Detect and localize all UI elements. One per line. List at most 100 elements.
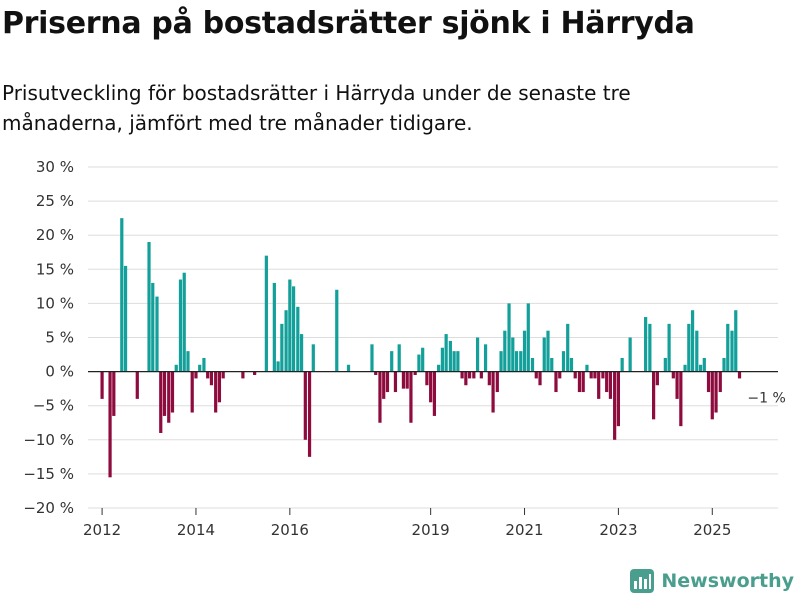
y-tick-label: 0 % <box>45 363 74 381</box>
bar <box>174 364 178 372</box>
bar <box>253 371 257 376</box>
bar <box>198 364 202 372</box>
x-tick-label: 2023 <box>599 521 637 539</box>
bar <box>444 334 448 372</box>
x-tick-label: 2012 <box>83 521 121 539</box>
bar <box>432 371 437 416</box>
bar <box>299 334 304 372</box>
bar <box>303 371 307 440</box>
bar <box>663 357 667 372</box>
bar <box>695 330 699 372</box>
bar <box>100 371 104 399</box>
bar <box>120 218 124 372</box>
bar <box>702 357 706 372</box>
bar <box>608 371 613 399</box>
bar <box>241 371 245 379</box>
bar <box>397 344 401 372</box>
bar <box>734 310 738 372</box>
y-tick-label: 25 % <box>36 192 74 210</box>
bar <box>468 371 472 379</box>
bar <box>573 371 577 379</box>
bar <box>487 371 491 386</box>
bar <box>276 361 280 372</box>
bar <box>730 330 734 372</box>
bar <box>452 351 456 372</box>
bar <box>514 351 519 372</box>
bar <box>726 323 730 372</box>
bar <box>374 371 378 376</box>
bar <box>202 357 206 372</box>
bar <box>569 357 574 372</box>
bar <box>378 371 382 423</box>
bar <box>264 255 268 372</box>
y-tick-label: 20 % <box>36 226 74 244</box>
bar <box>405 371 409 389</box>
bar <box>280 323 284 372</box>
bar <box>706 371 711 393</box>
bar <box>710 371 714 420</box>
bar <box>159 371 163 433</box>
bar <box>491 371 495 413</box>
bar <box>272 282 276 372</box>
bar <box>335 289 339 372</box>
y-tick-label: 5 % <box>45 329 74 347</box>
bar <box>655 371 659 386</box>
bar <box>538 371 542 386</box>
y-tick-label: −15 % <box>23 465 74 483</box>
chart-title: Priserna på bostadsrätter sjönk i Härryd… <box>2 6 695 41</box>
bar <box>542 337 546 372</box>
bar <box>530 357 535 372</box>
bar <box>288 279 292 372</box>
bar <box>460 371 464 379</box>
bar <box>456 351 460 372</box>
bar <box>382 371 386 399</box>
bar <box>162 371 167 416</box>
bar <box>597 371 601 399</box>
bar <box>214 371 218 413</box>
bar <box>448 340 452 372</box>
bar <box>182 272 186 372</box>
bar <box>581 371 585 393</box>
bar <box>714 371 718 413</box>
bar <box>155 296 159 372</box>
bar <box>296 306 300 372</box>
bar <box>108 371 112 478</box>
bar <box>483 344 488 372</box>
bar <box>170 371 175 413</box>
bar <box>546 330 550 372</box>
bar <box>577 371 582 393</box>
bar <box>167 371 171 423</box>
bar <box>385 371 390 393</box>
y-tick-label: −5 % <box>33 397 74 415</box>
bar <box>613 371 617 440</box>
bar <box>425 371 429 386</box>
y-tick-label: −10 % <box>23 431 74 449</box>
bar <box>393 371 398 393</box>
bar <box>675 371 679 399</box>
y-tick-label: −20 % <box>23 499 74 517</box>
x-tick-label: 2025 <box>693 521 731 539</box>
bar <box>652 371 656 420</box>
last-value-annotation: −1 % <box>747 390 785 406</box>
x-tick-label: 2019 <box>412 521 450 539</box>
bar <box>605 371 609 393</box>
bar <box>221 371 225 379</box>
y-tick-label: 10 % <box>36 294 74 312</box>
bar <box>472 371 476 379</box>
bar <box>291 286 296 372</box>
y-tick-label: 15 % <box>36 260 74 278</box>
bar <box>307 371 312 457</box>
bar <box>698 364 703 372</box>
bar <box>558 371 562 379</box>
newsworthy-logo-icon <box>630 569 655 593</box>
bar <box>194 371 198 379</box>
brand-logo: Newsworthy <box>629 568 794 594</box>
bar <box>437 364 441 372</box>
bar <box>284 310 288 372</box>
bar <box>550 357 554 372</box>
bar <box>507 303 511 372</box>
x-tick-label: 2016 <box>271 521 309 539</box>
bar <box>413 371 417 376</box>
bar <box>671 371 675 379</box>
